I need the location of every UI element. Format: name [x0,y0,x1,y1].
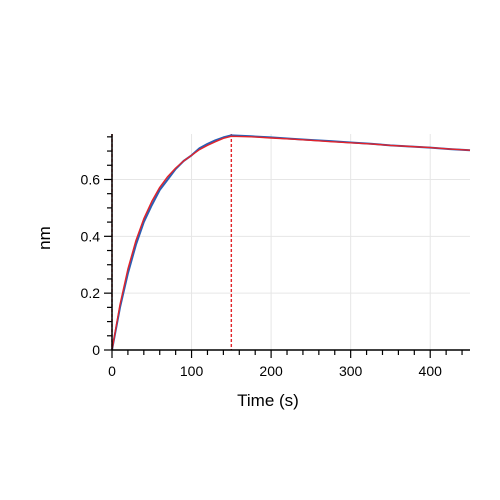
x-tick-label: 0 [108,363,116,379]
y-axis-title: nm [35,226,54,250]
x-tick-label: 300 [339,363,363,379]
tick-labels: 0 100 200 300 400 0 0.2 0.4 0.6 [81,171,443,379]
x-axis-title: Time (s) [237,391,299,410]
measured-series-line [111,134,471,351]
axes [104,134,470,358]
x-tick-label: 200 [259,363,283,379]
y-tick-label: 0.2 [81,285,101,301]
series-lines [111,134,471,351]
x-tick-label: 400 [419,363,443,379]
y-tick-label: 0.4 [81,228,101,244]
grid [112,134,470,350]
y-tick-label: 0.6 [81,171,101,187]
y-tick-label: 0 [92,342,100,358]
x-tick-label: 100 [180,363,204,379]
phase-markers [111,134,233,350]
fit-series-line [111,135,471,351]
